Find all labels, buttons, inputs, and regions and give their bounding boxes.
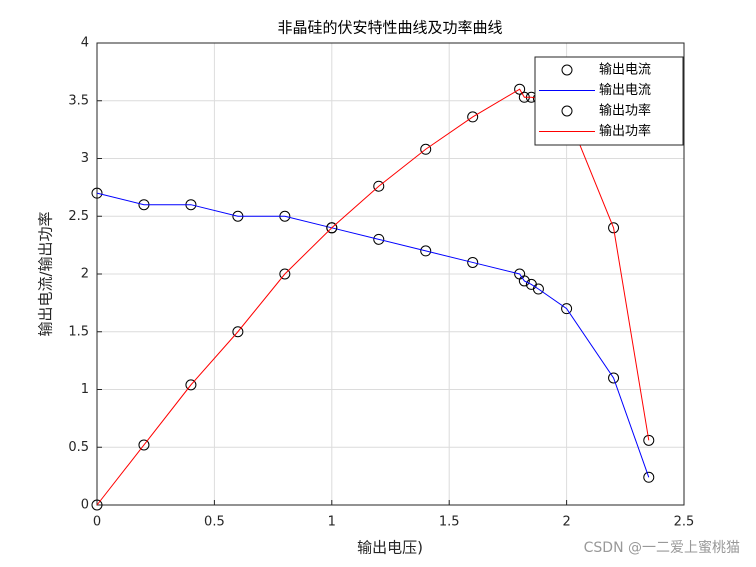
data-point — [185, 379, 197, 391]
x-tick-label: 0.5 — [204, 515, 225, 530]
data-point — [532, 283, 544, 295]
watermark: CSDN @一二爱上蜜桃猫 — [584, 540, 740, 556]
y-tick-label: 2 — [81, 267, 89, 282]
data-point — [467, 111, 479, 123]
data-point — [326, 222, 338, 234]
data-point — [138, 439, 150, 451]
chart-title: 非晶硅的伏安特性曲线及功率曲线 — [277, 19, 502, 37]
legend-label: 输出电流 — [599, 82, 651, 98]
legend-label: 输出功率 — [599, 123, 651, 139]
x-tick-label: 2.5 — [674, 515, 695, 530]
legend-box — [534, 56, 684, 146]
data-point — [91, 187, 103, 199]
y-tick-label: 0 — [81, 498, 89, 513]
legend-label: 输出电流 — [599, 62, 651, 78]
y-tick-label: 3 — [81, 151, 89, 166]
data-point — [91, 499, 103, 511]
data-point — [373, 180, 385, 192]
x-axis-label: 输出电压) — [357, 539, 423, 557]
y-tick-label: 3.5 — [68, 93, 89, 108]
y-axis-label: 输出电流/输出功率 — [37, 211, 55, 336]
x-tick-label: 1.5 — [439, 515, 460, 530]
data-point — [467, 256, 479, 268]
axes-box — [96, 42, 685, 506]
legend-label: 输出功率 — [599, 103, 651, 119]
data-point — [608, 372, 620, 384]
data-point — [643, 434, 655, 446]
x-tick-label: 0 — [93, 515, 101, 530]
data-point — [643, 471, 655, 483]
y-tick-label: 4 — [81, 36, 89, 51]
x-tick-label: 1 — [328, 515, 336, 530]
data-point — [420, 245, 432, 257]
x-tick-label: 2 — [562, 515, 570, 530]
data-point — [420, 143, 432, 155]
data-point — [514, 83, 526, 95]
data-point — [279, 268, 291, 280]
y-tick-label: 1 — [81, 382, 89, 397]
y-tick-label: 0.5 — [68, 440, 89, 455]
data-point — [232, 326, 244, 338]
data-point — [373, 233, 385, 245]
series-line — [96, 192, 650, 478]
data-point — [518, 275, 530, 287]
y-tick-label: 1.5 — [68, 324, 89, 339]
y-tick-label: 2.5 — [68, 209, 89, 224]
data-point — [608, 222, 620, 234]
data-point — [561, 303, 573, 315]
legend-marker — [561, 64, 573, 76]
legend-marker — [561, 105, 573, 117]
